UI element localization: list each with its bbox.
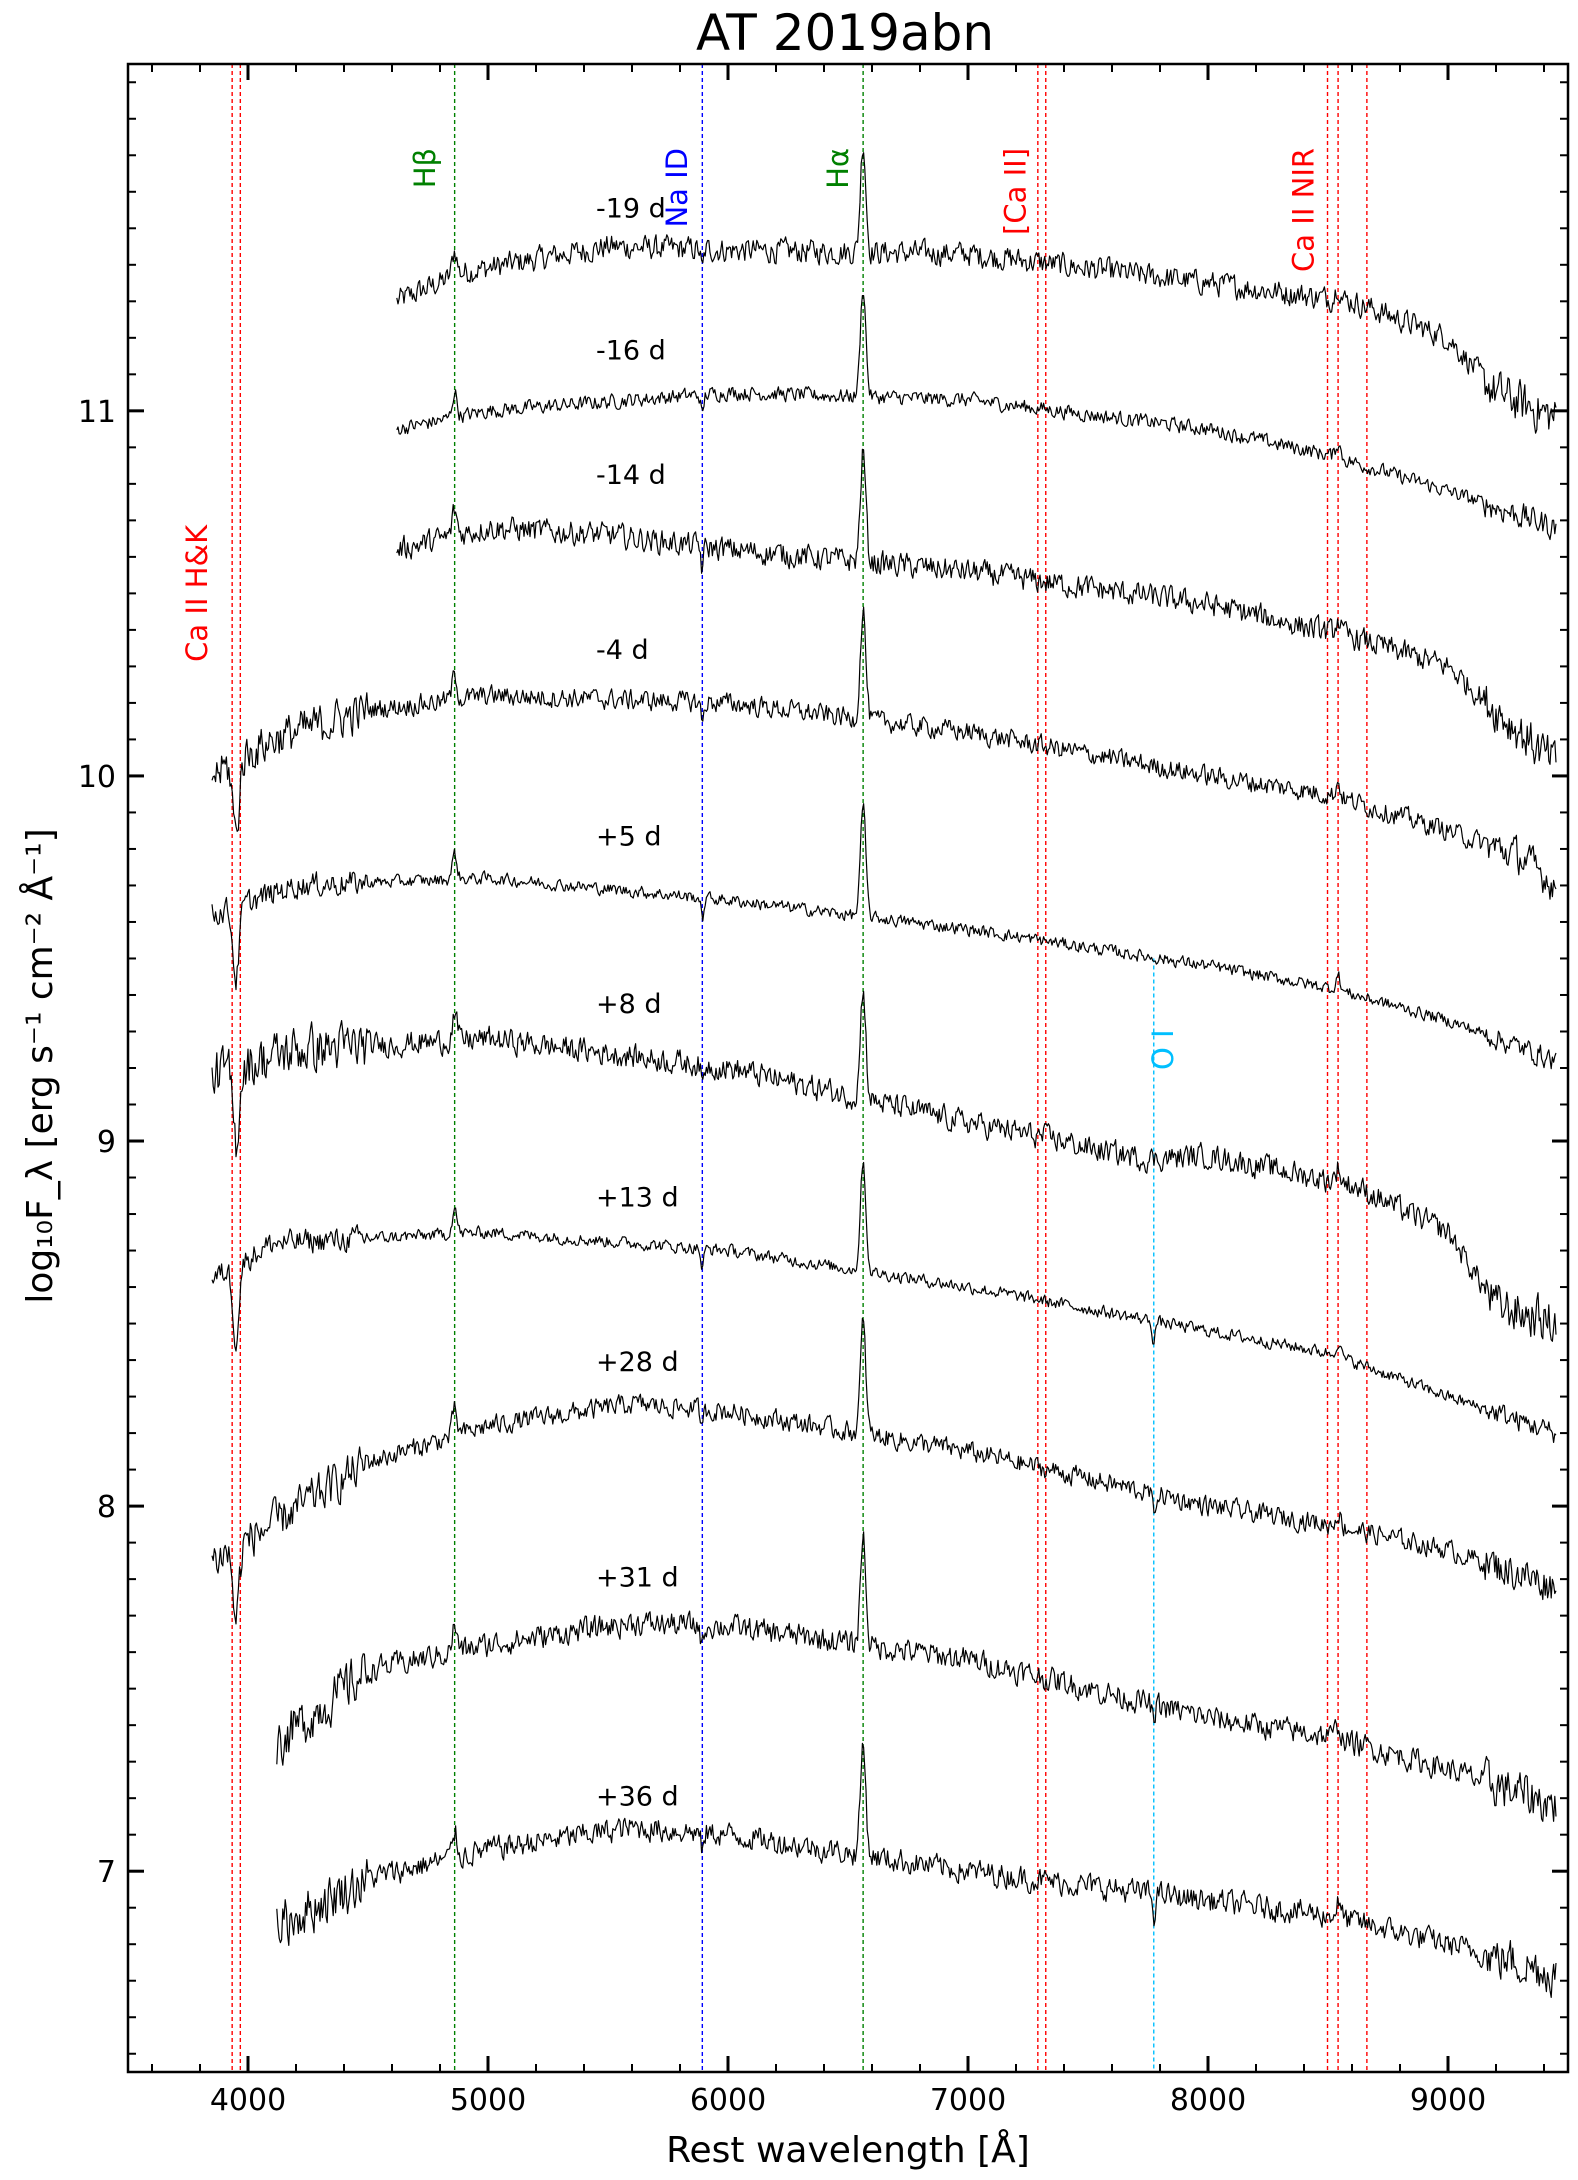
epoch-label-8: +31 d xyxy=(596,1562,679,1593)
spectrum-series-5 xyxy=(211,990,1557,1342)
x-tick-label-2: 6000 xyxy=(690,2083,766,2118)
y-tick-label-4: 11 xyxy=(78,395,116,430)
spectrum-series-6 xyxy=(211,1161,1557,1444)
line-label-2: Na ID xyxy=(660,148,694,228)
x-axis-label: Rest wavelength [Å] xyxy=(666,2128,1030,2171)
labels: Ca II H&K Hβ Na ID Hα [Ca II] Ca II NIR O I -19… xyxy=(180,148,1320,1813)
y-tick-label-3: 10 xyxy=(78,760,116,795)
spectrum-series-9 xyxy=(276,1742,1557,1999)
spectrum-series-4 xyxy=(211,803,1557,1070)
line-label-3: Hα xyxy=(821,148,855,189)
epoch-label-7: +28 d xyxy=(596,1347,679,1378)
y-axis-label: log₁₀F_λ [erg s⁻¹ cm⁻² Å⁻¹] xyxy=(18,828,61,1303)
plot-frame xyxy=(126,62,1570,2074)
y-tick-label-2: 9 xyxy=(97,1125,116,1160)
epoch-label-5: +8 d xyxy=(596,989,662,1020)
y-tick-label-1: 8 xyxy=(97,1490,116,1525)
x-tick-label-4: 8000 xyxy=(1170,2083,1246,2118)
x-tick-label-1: 5000 xyxy=(450,2083,526,2118)
epoch-label-6: +13 d xyxy=(596,1183,679,1214)
axis-ticks: 4000 5000 6000 7000 8000 9000 7 8 9 10 11 xyxy=(78,64,1568,2118)
epoch-label-2: -14 d xyxy=(596,460,666,491)
epoch-label-4: +5 d xyxy=(596,821,662,852)
line-markers xyxy=(231,64,1368,2072)
spectrum-series-0 xyxy=(396,152,1557,434)
x-tick-label-5: 9000 xyxy=(1410,2083,1486,2118)
x-tick-label-0: 4000 xyxy=(210,2083,286,2118)
spectrum-series-1 xyxy=(396,295,1557,541)
spectrum-series-2 xyxy=(396,448,1557,765)
epoch-label-9: +36 d xyxy=(596,1781,679,1812)
spectrum-series-3 xyxy=(211,606,1557,900)
line-label-5: Ca II NIR xyxy=(1287,148,1321,272)
line-label-4: [Ca II] xyxy=(999,148,1033,235)
spectra xyxy=(211,152,1557,1999)
line-label-0: Ca II H&K xyxy=(180,524,214,662)
spectrum-series-8 xyxy=(276,1531,1557,1822)
spectrum-series-7 xyxy=(211,1317,1557,1625)
epoch-label-3: -4 d xyxy=(596,635,649,666)
epoch-label-1: -16 d xyxy=(596,336,666,367)
line-label-6: O I xyxy=(1146,1029,1180,1070)
epoch-label-0: -19 d xyxy=(596,193,666,224)
y-tick-label-0: 7 xyxy=(97,1855,116,1890)
x-tick-label-3: 7000 xyxy=(930,2083,1006,2118)
chart-title: AT 2019abn xyxy=(696,4,994,62)
line-label-1: Hβ xyxy=(408,148,442,188)
